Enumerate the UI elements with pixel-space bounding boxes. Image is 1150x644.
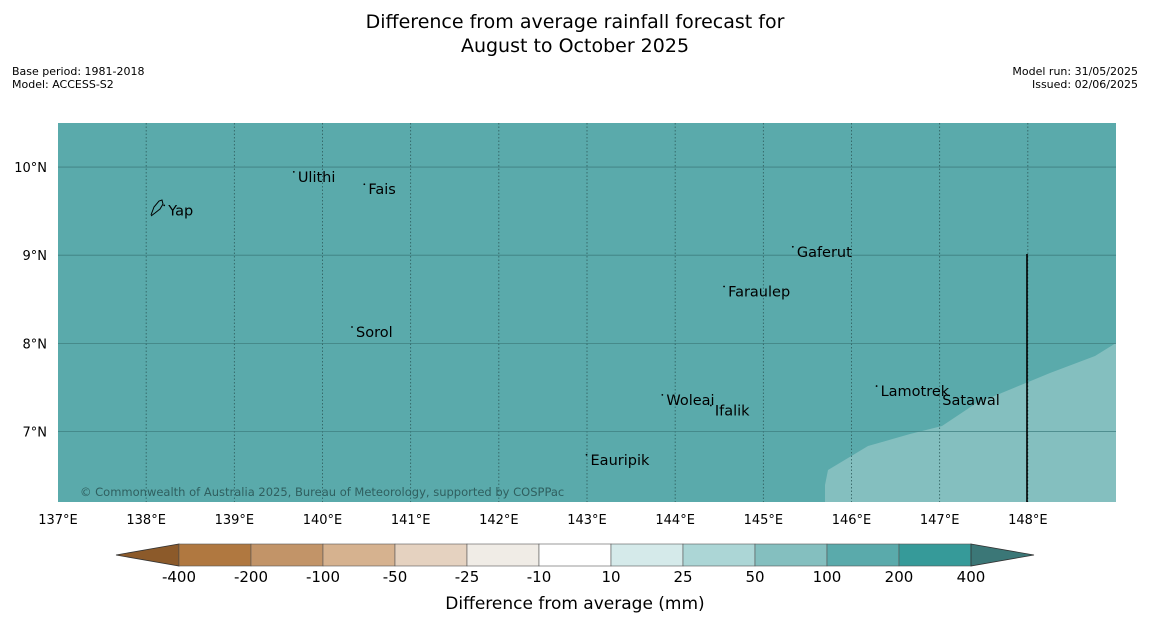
title-line-1: Difference from average rainfall forecas… bbox=[365, 11, 785, 33]
colorbar-tick-label: 100 bbox=[812, 568, 842, 586]
lat-tick-label: 8°N bbox=[23, 337, 48, 352]
place-label: Yap bbox=[167, 203, 193, 219]
place-marker bbox=[163, 204, 166, 207]
place-marker bbox=[723, 285, 725, 288]
place-marker bbox=[791, 245, 794, 248]
colorbar-segment bbox=[394, 543, 468, 567]
lon-tick-label: 143°E bbox=[567, 513, 607, 528]
map-title: Difference from average rainfall forecas… bbox=[0, 10, 1150, 58]
colorbar-segment bbox=[466, 543, 540, 567]
colorbar bbox=[115, 543, 1035, 567]
colorbar-tick-label: -100 bbox=[305, 568, 341, 586]
map-gridlines bbox=[58, 123, 1116, 502]
colorbar-under-arrow bbox=[115, 543, 180, 567]
place-label: Gaferut bbox=[797, 245, 852, 261]
lat-tick-label: 7°N bbox=[23, 425, 48, 440]
colorbar-segment bbox=[250, 543, 324, 567]
colorbar-segment bbox=[538, 543, 612, 567]
meta-left: Base period: 1981-2018 Model: ACCESS-S2 bbox=[12, 65, 144, 91]
colorbar-segment bbox=[610, 543, 684, 567]
lon-tick-label: 148°E bbox=[1008, 513, 1048, 528]
place-marker bbox=[661, 393, 664, 396]
lon-tick-label: 141°E bbox=[391, 513, 431, 528]
place-marker bbox=[292, 170, 295, 173]
colorbar-tick-label: 10 bbox=[601, 568, 621, 586]
place-label: Sorol bbox=[356, 325, 393, 341]
place-marker bbox=[351, 326, 353, 328]
lon-tick-label: 142°E bbox=[479, 513, 519, 528]
place-marker bbox=[875, 385, 878, 387]
place-label: Ifalik bbox=[715, 403, 750, 419]
issued-date: Issued: 02/06/2025 bbox=[1031, 78, 1138, 91]
place-marker bbox=[585, 453, 588, 456]
meta-right: Model run: 31/05/2025 Issued: 02/06/2025 bbox=[1012, 65, 1138, 91]
place-label: Lamotrek bbox=[881, 384, 950, 400]
colorbar-segment bbox=[754, 543, 828, 567]
lon-tick-label: 145°E bbox=[744, 513, 784, 528]
colorbar-tick-label: 25 bbox=[673, 568, 693, 586]
lower-anomaly-region bbox=[825, 343, 1116, 502]
place-label: Fais bbox=[368, 182, 395, 198]
copyright-notice: © Commonwealth of Australia 2025, Bureau… bbox=[80, 485, 564, 499]
place-labels: Yap Ulithi Fais Gaferut Faraulep Sorol Lamotre… bbox=[163, 170, 1000, 469]
colorbar-tick-label: 400 bbox=[956, 568, 986, 586]
colorbar-segment bbox=[322, 543, 396, 567]
lon-tick-label: 138°E bbox=[126, 513, 166, 528]
yap-island-outline bbox=[150, 199, 164, 217]
lon-tick-label: 144°E bbox=[655, 513, 695, 528]
place-marker bbox=[363, 183, 366, 186]
title-line-2: August to October 2025 bbox=[460, 35, 690, 57]
place-label: Faraulep bbox=[728, 284, 790, 300]
place-label: Eauripik bbox=[591, 453, 650, 469]
colorbar-over-arrow bbox=[970, 543, 1035, 567]
lon-tick-label: 139°E bbox=[215, 513, 255, 528]
colorbar-title: Difference from average (mm) bbox=[445, 594, 705, 614]
colorbar-tick-label: -25 bbox=[454, 568, 480, 586]
colorbar-segment bbox=[682, 543, 756, 567]
colorbar-segment bbox=[898, 543, 972, 567]
place-label: Ulithi bbox=[298, 170, 336, 186]
place-marker bbox=[709, 404, 712, 407]
place-label: Woleai bbox=[666, 393, 714, 409]
lon-tick-label: 137°E bbox=[38, 513, 78, 528]
colorbar-tick-label: -50 bbox=[382, 568, 408, 586]
lat-tick-label: 10°N bbox=[14, 161, 47, 176]
lon-tick-label: 147°E bbox=[920, 513, 960, 528]
colorbar-tick-label: -200 bbox=[233, 568, 269, 586]
colorbar-segment bbox=[826, 543, 900, 567]
lon-tick-label: 146°E bbox=[832, 513, 872, 528]
colorbar-tick-label: 50 bbox=[745, 568, 765, 586]
lon-tick-label: 140°E bbox=[303, 513, 343, 528]
place-label: Satawal bbox=[942, 393, 999, 409]
base-period: Base period: 1981-2018 bbox=[12, 65, 145, 78]
colorbar-tick-label: -10 bbox=[526, 568, 552, 586]
lat-tick-label: 9°N bbox=[23, 249, 48, 264]
axis-ticks: 137°E 138°E 139°E 140°E 141°E 142°E 143°E 144°E… bbox=[14, 161, 1047, 528]
colorbar-tick-label: 200 bbox=[884, 568, 914, 586]
model-name: Model: ACCESS-S2 bbox=[12, 78, 114, 91]
colorbar-tick-label: -400 bbox=[161, 568, 197, 586]
colorbar-segment bbox=[178, 543, 252, 567]
model-run: Model run: 31/05/2025 bbox=[1012, 65, 1138, 78]
place-marker bbox=[937, 393, 940, 396]
